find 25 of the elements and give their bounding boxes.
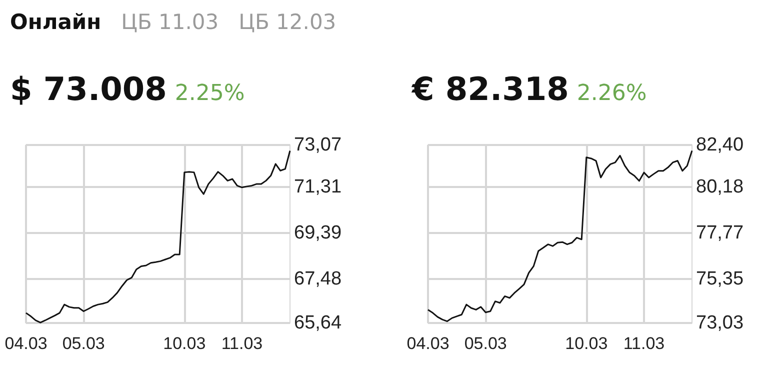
chart-subtitle: 2.25% [174, 81, 245, 106]
x-tick-label: 11.03 [221, 334, 263, 353]
x-tick-label: 11.03 [623, 334, 665, 353]
chart-subtitle: 2.26% [576, 81, 647, 106]
y-tick-label: 71,31 [294, 176, 342, 198]
y-tick-label: 80,18 [696, 176, 744, 198]
y-tick-label: 65,64 [294, 312, 342, 334]
chart-title: € 82.318 [412, 70, 569, 108]
y-tick-label: 73,03 [696, 312, 744, 334]
x-tick-label: 04.03 [406, 334, 450, 353]
y-tick-label: 77,77 [696, 222, 744, 244]
x-tick-label: 05.03 [62, 334, 105, 353]
x-tick-label: 04.03 [4, 334, 48, 353]
y-tick-label: 75,35 [696, 268, 744, 290]
y-tick-label: 69,39 [294, 222, 342, 244]
text: Онлайн [10, 10, 102, 34]
y-tick-label: 82,40 [696, 134, 744, 156]
y-tick-label: 67,48 [294, 268, 342, 290]
x-tick-label: 05.03 [464, 334, 507, 353]
text: ЦБ 12.03 [238, 10, 336, 34]
chart-title: $ 73.008 [10, 70, 167, 108]
x-tick-label: 10.03 [163, 334, 206, 353]
text: ЦБ 11.03 [121, 10, 219, 34]
y-tick-label: 73,07 [294, 134, 342, 156]
x-tick-label: 10.03 [565, 334, 608, 353]
